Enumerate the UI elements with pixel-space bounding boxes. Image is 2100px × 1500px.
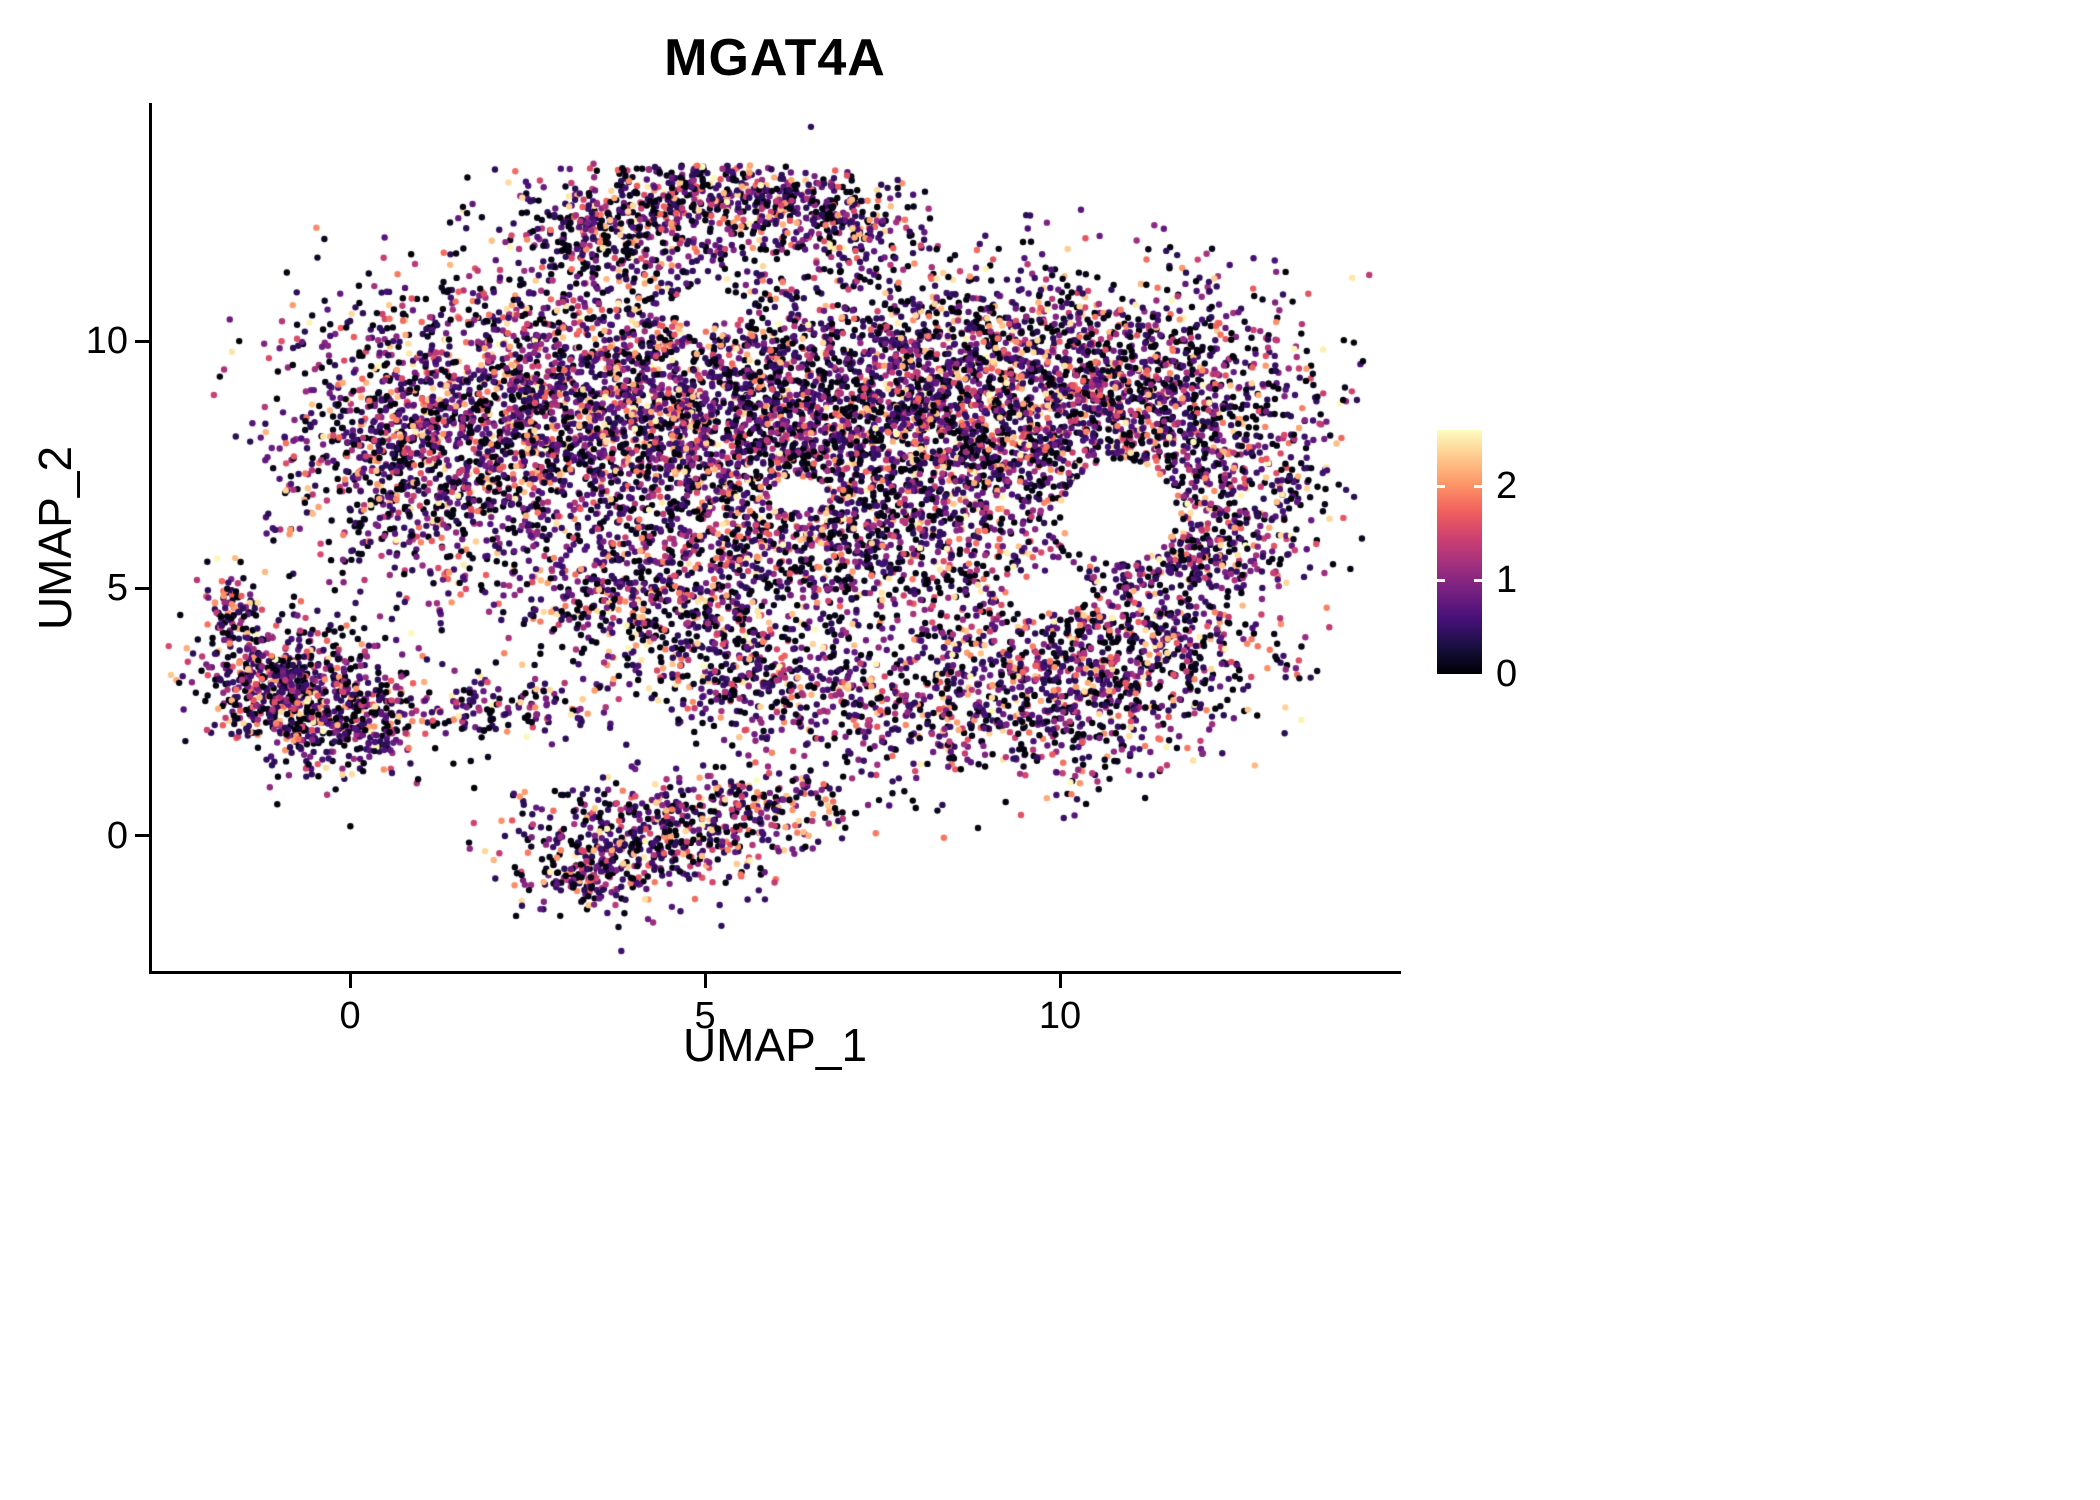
colorbar-tick-label: 1 [1496, 559, 1518, 602]
colorbar-tick-mark [1474, 578, 1482, 582]
colorbar-tick-label: 2 [1496, 465, 1518, 508]
x-axis-line [149, 971, 1401, 974]
colorbar-legend [1437, 430, 1482, 674]
y-tick-label: 10 [85, 320, 128, 363]
colorbar-tick-mark [1437, 578, 1445, 582]
y-tick-mark [135, 339, 149, 343]
y-axis-title: UMAP_2 [29, 445, 81, 631]
y-tick-mark [135, 586, 149, 590]
y-axis-line [149, 103, 152, 974]
y-tick-label: 5 [106, 567, 128, 610]
y-tick-label: 0 [106, 814, 128, 857]
x-tick-mark [348, 974, 352, 988]
x-axis-title: UMAP_1 [682, 1019, 868, 1071]
plot-title: MGAT4A [664, 29, 886, 87]
x-tick-label: 10 [1038, 995, 1082, 1037]
colorbar-tick-label: 0 [1496, 653, 1518, 695]
y-tick-mark [135, 834, 149, 838]
x-tick-label: 5 [694, 995, 716, 1037]
x-tick-mark [703, 974, 707, 988]
colorbar-tick-mark [1474, 484, 1482, 488]
x-tick-mark [1058, 974, 1062, 988]
colorbar-tick-mark [1437, 484, 1445, 488]
x-tick-label: 0 [339, 995, 361, 1037]
